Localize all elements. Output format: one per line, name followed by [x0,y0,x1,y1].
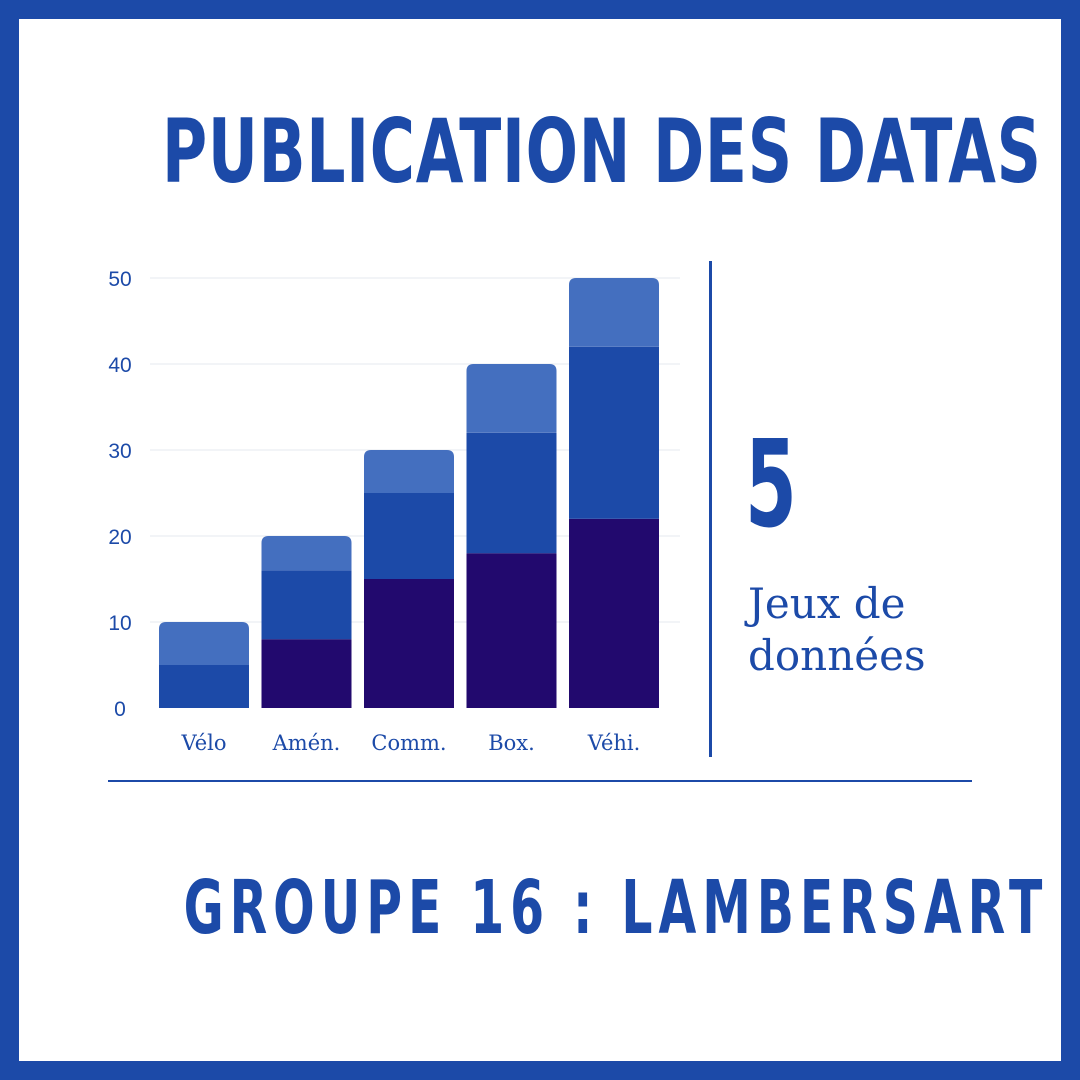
bar-segment [364,493,454,579]
bar-segment [159,622,249,665]
bar-segment [364,450,454,493]
bar-segment [261,639,352,708]
x-tick-label: Comm. [371,731,446,755]
chart-x-ticks: Vélo Amén. Comm. Box. Véhi. [180,731,640,755]
bar-segment [466,432,557,554]
dataset-count: 5 [745,416,797,555]
dataset-count-label-line2: données [748,631,926,680]
dataset-count-label: Jeux de données [748,578,978,682]
page-title: PUBLICATION DES DATAS [162,100,1042,203]
bar-segment [364,579,454,708]
x-tick-label: Véhi. [587,731,641,755]
bar-segment [159,665,249,708]
bar-segment [261,536,352,571]
y-tick-label: 30 [108,440,131,463]
x-tick-label: Amén. [272,731,341,755]
y-tick-label: 20 [108,526,131,549]
vertical-divider [709,261,712,757]
y-tick-label: 50 [108,268,131,291]
bar-segment [466,364,557,433]
x-tick-label: Vélo [180,731,226,755]
y-tick-label: 10 [108,612,131,635]
chart-y-ticks: 0 10 20 30 40 50 [108,268,131,721]
dataset-count-label-line1: Jeux de [748,579,906,628]
bar-segment [569,278,659,347]
x-tick-label: Box. [488,731,535,755]
horizontal-divider [108,780,972,782]
bar-segment [569,346,659,519]
y-tick-label: 0 [114,698,126,721]
group-label: GROUPE 16 : LAMBERSART [183,865,1049,951]
bar-segment [466,553,557,708]
bar-segment [261,570,352,640]
bar-segment [569,518,659,708]
y-tick-label: 40 [108,354,131,377]
chart-bars [159,278,659,708]
